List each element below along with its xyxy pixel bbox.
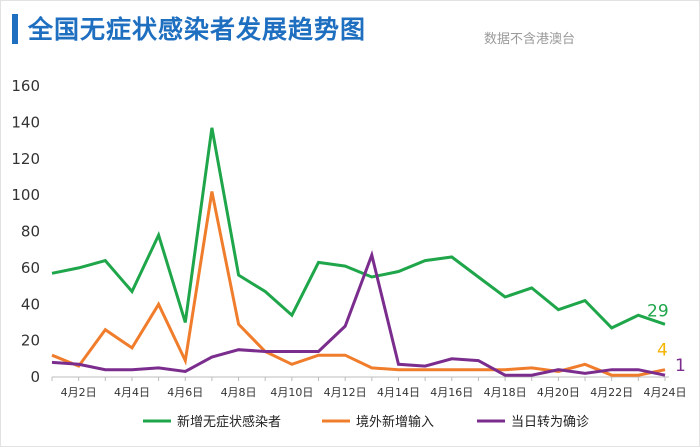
end-value-label: 4 (657, 341, 668, 361)
x-tick-label: 4月20日 (537, 386, 580, 399)
y-tick-label: 160 (11, 77, 40, 95)
legend-label: 当日转为确诊 (511, 415, 589, 430)
end-value-label: 1 (675, 356, 686, 376)
x-tick-label: 4月8日 (221, 386, 257, 399)
y-tick-label: 80 (21, 223, 40, 241)
x-tick-label: 4月18日 (484, 386, 527, 399)
x-tick-label: 4月24日 (644, 386, 687, 399)
series-line-2 (51, 191, 666, 377)
x-tick-label: 4月12日 (324, 386, 367, 399)
legend-label: 境外新增输入 (356, 414, 434, 430)
x-tick-label: 4月14日 (377, 386, 420, 399)
chart-title: 全国无症状感染者发展趋势图 (28, 15, 367, 44)
x-tick-label: 4月10日 (270, 386, 313, 399)
end-value-label: 29 (647, 301, 669, 321)
y-tick-label: 120 (11, 150, 40, 168)
x-tick-label: 4月16日 (430, 386, 473, 399)
x-tick-label: 4月4日 (114, 386, 150, 399)
title-accent-bar (12, 14, 18, 44)
y-tick-label: 100 (11, 186, 40, 204)
x-tick-label: 4月22日 (590, 386, 633, 399)
y-tick-label: 40 (21, 295, 40, 313)
chart-subtitle: 数据不含港澳台 (484, 32, 576, 47)
y-tick-label: 20 (21, 332, 40, 350)
x-tick-label: 4月6日 (167, 386, 203, 399)
x-tick-label: 4月2日 (61, 386, 97, 399)
y-tick-label: 0 (30, 368, 40, 386)
y-tick-label: 60 (21, 259, 40, 277)
y-tick-label: 140 (11, 113, 40, 131)
series-line-1 (51, 127, 666, 330)
series-line-3 (51, 250, 666, 377)
legend-label: 新增无症状感染者 (177, 414, 281, 430)
